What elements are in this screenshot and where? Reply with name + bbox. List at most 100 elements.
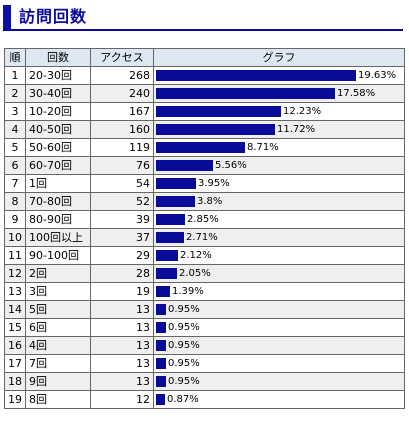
- page-title: 訪問回数: [19, 7, 88, 26]
- table-row: 10 100回以上 37 2.71%: [4, 228, 405, 247]
- bar-wrap: 2.71%: [156, 230, 402, 246]
- rank-cell: 19: [4, 390, 26, 409]
- share-bar: [156, 196, 195, 207]
- visits-cell: 10-20回: [25, 102, 91, 121]
- rank-cell: 15: [4, 318, 26, 337]
- table-row: 15 6回 13 0.95%: [4, 318, 405, 337]
- percent-label: 0.95%: [168, 375, 200, 387]
- visits-cell: 3回: [25, 282, 91, 301]
- percent-label: 3.95%: [198, 177, 230, 189]
- visits-cell: 2回: [25, 264, 91, 283]
- header-visits: 回数: [25, 48, 91, 67]
- access-cell: 12: [90, 390, 154, 409]
- share-bar: [156, 250, 178, 261]
- percent-label: 17.58%: [337, 87, 376, 99]
- table-row: 17 7回 13 0.95%: [4, 354, 405, 373]
- table-row: 19 8回 12 0.87%: [4, 390, 405, 409]
- rank-cell: 8: [4, 192, 26, 211]
- graph-cell: 0.95%: [153, 318, 405, 337]
- percent-label: 5.56%: [215, 159, 247, 171]
- graph-cell: 2.12%: [153, 246, 405, 265]
- percent-label: 2.71%: [186, 231, 218, 243]
- visits-cell: 8回: [25, 390, 91, 409]
- rank-cell: 1: [4, 66, 26, 85]
- visits-cell: 1回: [25, 174, 91, 193]
- visits-cell: 7回: [25, 354, 91, 373]
- access-cell: 19: [90, 282, 154, 301]
- bar-wrap: 8.71%: [156, 140, 402, 156]
- visit-count-table: 順 回数 アクセス グラフ 1 20-30回 268 19.63% 2 30-40回 240…: [4, 48, 405, 409]
- percent-label: 11.72%: [277, 123, 316, 135]
- percent-label: 2.05%: [179, 267, 211, 279]
- visits-cell: 70-80回: [25, 192, 91, 211]
- table-row: 9 80-90回 39 2.85%: [4, 210, 405, 229]
- graph-cell: 0.87%: [153, 390, 405, 409]
- graph-cell: 8.71%: [153, 138, 405, 157]
- title-marker: [3, 5, 11, 29]
- share-bar: [156, 286, 170, 297]
- access-cell: 119: [90, 138, 154, 157]
- bar-wrap: 5.56%: [156, 158, 402, 174]
- table-row: 5 50-60回 119 8.71%: [4, 138, 405, 157]
- visits-cell: 90-100回: [25, 246, 91, 265]
- graph-cell: 11.72%: [153, 120, 405, 139]
- rank-cell: 4: [4, 120, 26, 139]
- rank-cell: 17: [4, 354, 26, 373]
- access-cell: 240: [90, 84, 154, 103]
- page-header: 訪問回数: [3, 5, 403, 31]
- table-row: 4 40-50回 160 11.72%: [4, 120, 405, 139]
- visits-cell: 9回: [25, 372, 91, 391]
- graph-cell: 12.23%: [153, 102, 405, 121]
- rank-cell: 16: [4, 336, 26, 355]
- access-cell: 28: [90, 264, 154, 283]
- visits-cell: 40-50回: [25, 120, 91, 139]
- table-row: 2 30-40回 240 17.58%: [4, 84, 405, 103]
- percent-label: 1.39%: [172, 285, 204, 297]
- graph-cell: 2.85%: [153, 210, 405, 229]
- bar-wrap: 12.23%: [156, 104, 402, 120]
- percent-label: 2.12%: [180, 249, 212, 261]
- share-bar: [156, 340, 166, 351]
- access-cell: 39: [90, 210, 154, 229]
- rank-cell: 6: [4, 156, 26, 175]
- percent-label: 12.23%: [283, 105, 322, 117]
- table-row: 16 4回 13 0.95%: [4, 336, 405, 355]
- bar-wrap: 0.95%: [156, 374, 402, 390]
- share-bar: [156, 214, 185, 225]
- bar-wrap: 3.95%: [156, 176, 402, 192]
- visits-cell: 6回: [25, 318, 91, 337]
- bar-wrap: 19.63%: [156, 68, 402, 84]
- percent-label: 8.71%: [247, 141, 279, 153]
- graph-cell: 17.58%: [153, 84, 405, 103]
- access-cell: 52: [90, 192, 154, 211]
- access-cell: 13: [90, 336, 154, 355]
- graph-cell: 0.95%: [153, 300, 405, 319]
- percent-label: 0.95%: [168, 321, 200, 333]
- access-cell: 54: [90, 174, 154, 193]
- graph-cell: 3.95%: [153, 174, 405, 193]
- rank-cell: 12: [4, 264, 26, 283]
- table-row: 1 20-30回 268 19.63%: [4, 66, 405, 85]
- percent-label: 0.87%: [167, 393, 199, 405]
- access-cell: 167: [90, 102, 154, 121]
- share-bar: [156, 322, 166, 333]
- share-bar: [156, 304, 166, 315]
- rank-cell: 3: [4, 102, 26, 121]
- share-bar: [156, 142, 245, 153]
- share-bar: [156, 232, 184, 243]
- share-bar: [156, 106, 281, 117]
- rank-cell: 9: [4, 210, 26, 229]
- table-row: 13 3回 19 1.39%: [4, 282, 405, 301]
- graph-cell: 0.95%: [153, 372, 405, 391]
- rank-cell: 5: [4, 138, 26, 157]
- access-cell: 13: [90, 318, 154, 337]
- bar-wrap: 11.72%: [156, 122, 402, 138]
- bar-wrap: 2.85%: [156, 212, 402, 228]
- header-graph: グラフ: [153, 48, 405, 67]
- access-cell: 160: [90, 120, 154, 139]
- share-bar: [156, 124, 275, 135]
- share-bar: [156, 376, 166, 387]
- rank-cell: 11: [4, 246, 26, 265]
- table-row: 6 60-70回 76 5.56%: [4, 156, 405, 175]
- visits-cell: 80-90回: [25, 210, 91, 229]
